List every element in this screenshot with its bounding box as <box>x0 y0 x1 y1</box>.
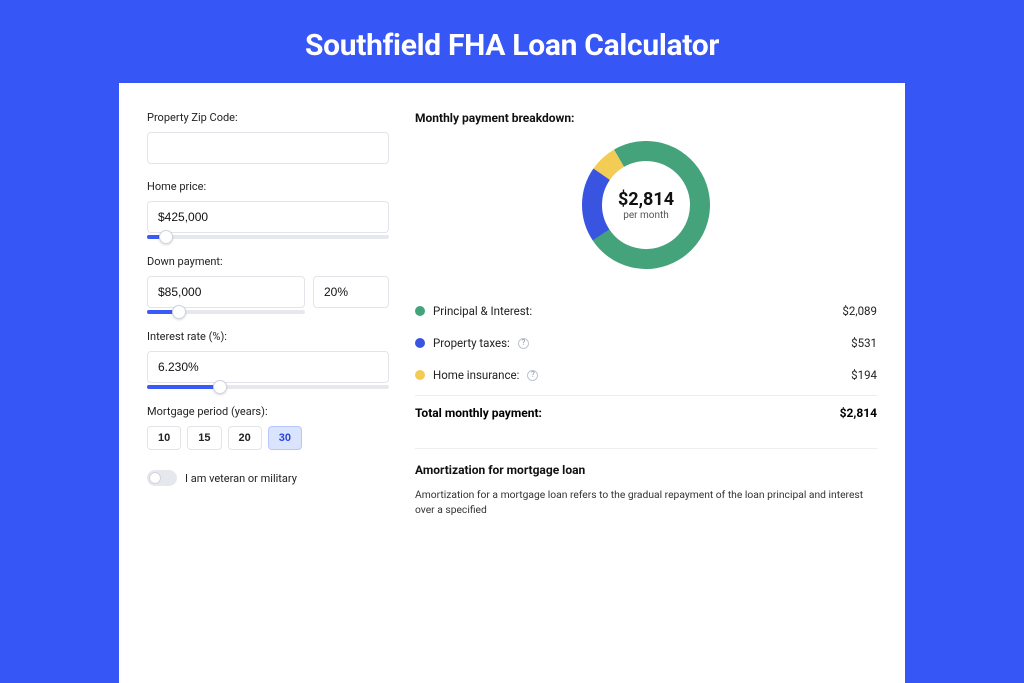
zip-input[interactable] <box>147 132 389 164</box>
form-panel: Property Zip Code: Home price: Down paym… <box>147 111 389 655</box>
down-payment-slider[interactable] <box>147 310 305 314</box>
donut-amount: $2,814 <box>618 189 674 210</box>
divider <box>415 448 877 449</box>
mortgage-period-field: Mortgage period (years): 1015 2030 <box>147 405 389 450</box>
breakdown-row: Property taxes:? $531 <box>415 327 877 359</box>
period-btn-20[interactable]: 20 <box>228 426 262 450</box>
total-value: $2,814 <box>840 406 877 420</box>
donut-chart: $2,814 per month <box>582 141 710 269</box>
legend-dot <box>415 306 425 316</box>
interest-rate-input[interactable] <box>147 351 389 383</box>
legend-dot <box>415 338 425 348</box>
page-title: Southfield FHA Loan Calculator <box>0 0 1024 83</box>
donut-sub: per month <box>623 210 669 221</box>
down-payment-percent-input[interactable] <box>313 276 389 308</box>
donut-center: $2,814 per month <box>582 141 710 269</box>
period-btn-10[interactable]: 10 <box>147 426 181 450</box>
breakdown-row: Home insurance:? $194 <box>415 359 877 391</box>
total-row: Total monthly payment: $2,814 <box>415 395 877 430</box>
mortgage-period-buttons: 1015 2030 <box>147 426 389 450</box>
breakdown-value: $194 <box>851 368 877 382</box>
breakdown-panel: Monthly payment breakdown: $2,814 per mo… <box>415 111 877 655</box>
veteran-toggle-row: I am veteran or military <box>147 470 389 486</box>
interest-rate-slider[interactable] <box>147 385 389 389</box>
zip-label: Property Zip Code: <box>147 111 389 124</box>
mortgage-period-label: Mortgage period (years): <box>147 405 389 418</box>
info-icon[interactable]: ? <box>527 370 538 381</box>
breakdown-label: Home insurance: <box>433 368 519 382</box>
breakdown-value: $2,089 <box>842 304 877 318</box>
total-label: Total monthly payment: <box>415 406 542 420</box>
veteran-toggle[interactable] <box>147 470 177 486</box>
down-payment-amount-input[interactable] <box>147 276 305 308</box>
breakdown-title: Monthly payment breakdown: <box>415 111 877 125</box>
info-icon[interactable]: ? <box>518 338 529 349</box>
donut-wrap: $2,814 per month <box>415 141 877 269</box>
home-price-label: Home price: <box>147 180 389 193</box>
breakdown-label: Property taxes: <box>433 336 510 350</box>
legend-dot <box>415 370 425 380</box>
zip-field: Property Zip Code: <box>147 111 389 164</box>
period-btn-30[interactable]: 30 <box>268 426 302 450</box>
home-price-input[interactable] <box>147 201 389 233</box>
interest-rate-label: Interest rate (%): <box>147 330 389 343</box>
amortization-title: Amortization for mortgage loan <box>415 463 877 477</box>
down-payment-field: Down payment: <box>147 255 389 314</box>
breakdown-label: Principal & Interest: <box>433 304 532 318</box>
home-price-slider[interactable] <box>147 235 389 239</box>
interest-rate-field: Interest rate (%): <box>147 330 389 389</box>
breakdown-row: Principal & Interest: $2,089 <box>415 295 877 327</box>
breakdown-value: $531 <box>851 336 877 350</box>
amortization-text: Amortization for a mortgage loan refers … <box>415 487 877 518</box>
veteran-label: I am veteran or military <box>185 472 297 485</box>
home-price-field: Home price: <box>147 180 389 239</box>
down-payment-label: Down payment: <box>147 255 389 268</box>
veteran-toggle-knob <box>149 472 161 484</box>
calculator-card: Property Zip Code: Home price: Down paym… <box>119 83 905 683</box>
period-btn-15[interactable]: 15 <box>187 426 221 450</box>
